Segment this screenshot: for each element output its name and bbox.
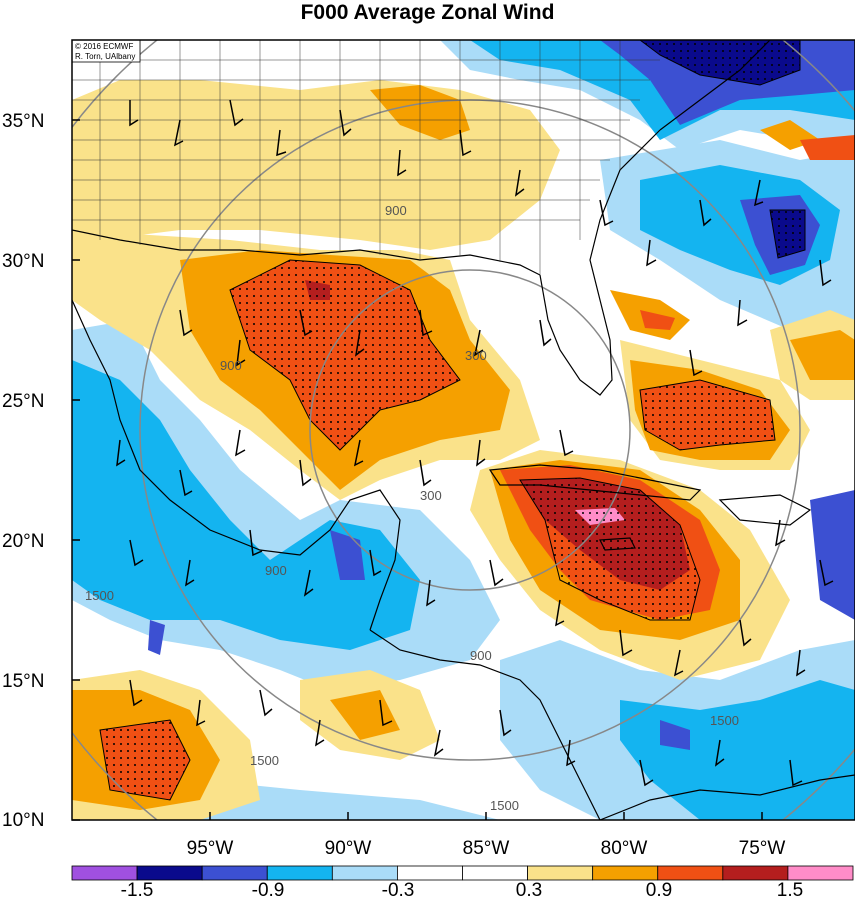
cbar-label-neg-0-9: -0.9 [252, 880, 285, 900]
atlantic-coast [659, 40, 771, 131]
shade-region-east-mid [620, 680, 855, 820]
range-ring-labels: 300 300 900 900 900 900 1500 1500 1500 1… [85, 203, 739, 813]
shade-region-fl-red [640, 310, 675, 330]
colorbar-swatch-4 [331, 865, 398, 881]
central-america-coast [369, 629, 601, 820]
credit-line-2: R. Torn, UAlbany [75, 52, 135, 61]
colorbar-swatch-9 [657, 865, 724, 881]
lat-label-25: 25°N [2, 391, 44, 412]
jamaica-outline [599, 537, 636, 551]
lon-label-90: 90°W [325, 838, 372, 859]
ring-label-300-north: 300 [465, 348, 487, 363]
ring-label-900-west: 900 [220, 358, 242, 373]
colorbar-labels: -1.5 -0.9 -0.3 0.3 0.9 1.5 [121, 880, 804, 900]
lat-label-15: 15°N [2, 671, 44, 692]
colorbar-swatch-0 [71, 865, 138, 881]
cbar-label-0-3: 0.3 [516, 880, 542, 900]
shade-region-ne-red [800, 135, 855, 160]
colorbar-swatch-11 [787, 865, 854, 881]
range-ring-300 [309, 269, 631, 591]
ring-label-900-north: 900 [385, 203, 407, 218]
colorbar [71, 865, 854, 881]
cbar-label-1-5: 1.5 [777, 880, 803, 900]
ring-label-1500-southeast: 1500 [710, 713, 739, 728]
shade-region-far-east-blue [810, 490, 855, 620]
hispaniola-outline [718, 494, 812, 526]
shade-region-east-orange [790, 330, 855, 380]
latitude-axis: 35°N 30°N 25°N 20°N 15°N 10°N [2, 111, 80, 831]
ring-label-1500-south: 1500 [490, 798, 519, 813]
us-gulf-coast [72, 229, 541, 276]
shade-region-central-am-orange [330, 690, 400, 740]
significance-stippling [99, 40, 806, 801]
shade-region-east-dark [660, 720, 690, 750]
colorbar-swatch-3 [266, 865, 333, 881]
coastlines [72, 40, 855, 820]
colorbar-swatch-5 [397, 865, 463, 881]
mexico-coast [72, 299, 401, 631]
ring-label-300-south: 300 [420, 488, 442, 503]
lat-label-35: 35°N [2, 111, 44, 132]
cuba-outline [488, 464, 702, 501]
florida-peninsula [539, 129, 661, 396]
cbar-label-neg-0-3: -0.3 [382, 880, 415, 900]
colorbar-swatch-1 [136, 865, 203, 881]
ring-label-900-south: 900 [470, 648, 492, 663]
lat-label-20: 20°N [2, 531, 44, 552]
ring-label-900-southwest: 900 [265, 563, 287, 578]
map-frame [71, 39, 855, 821]
wind-barbs [116, 99, 834, 787]
lon-label-85: 85°W [463, 838, 510, 859]
lat-label-30: 30°N [2, 251, 44, 272]
colorbar-swatch-8 [592, 865, 659, 881]
longitude-axis: 95°W 90°W 85°W 80°W 75°W [187, 812, 786, 859]
shade-region-north-yellow [72, 80, 560, 250]
colorbar-swatch-2 [201, 865, 268, 881]
colorbar-swatch-10 [722, 865, 789, 881]
lon-label-80: 80°W [601, 838, 648, 859]
credit-line-1: © 2016 ECMWF [75, 42, 133, 51]
cbar-label-0-9: 0.9 [646, 880, 672, 900]
credit-box: © 2016 ECMWF R. Torn, UAlbany [71, 39, 141, 63]
south-america-coast [599, 774, 855, 820]
cbar-label-neg-1-5: -1.5 [121, 880, 154, 900]
shade-region-west-mid [72, 360, 420, 650]
lon-label-75: 75°W [739, 838, 786, 859]
county-borders [72, 40, 660, 275]
lon-label-95: 95°W [187, 838, 234, 859]
colorbar-swatch-6 [462, 865, 528, 881]
colorbar-swatch-7 [527, 865, 594, 881]
shade-region-west-dark-2 [148, 620, 165, 655]
ring-label-1500-southwest: 1500 [250, 753, 279, 768]
lat-label-10: 10°N [2, 810, 44, 831]
map-title: F000 Average Zonal Wind [300, 1, 555, 24]
ring-label-1500-west: 1500 [85, 588, 114, 603]
